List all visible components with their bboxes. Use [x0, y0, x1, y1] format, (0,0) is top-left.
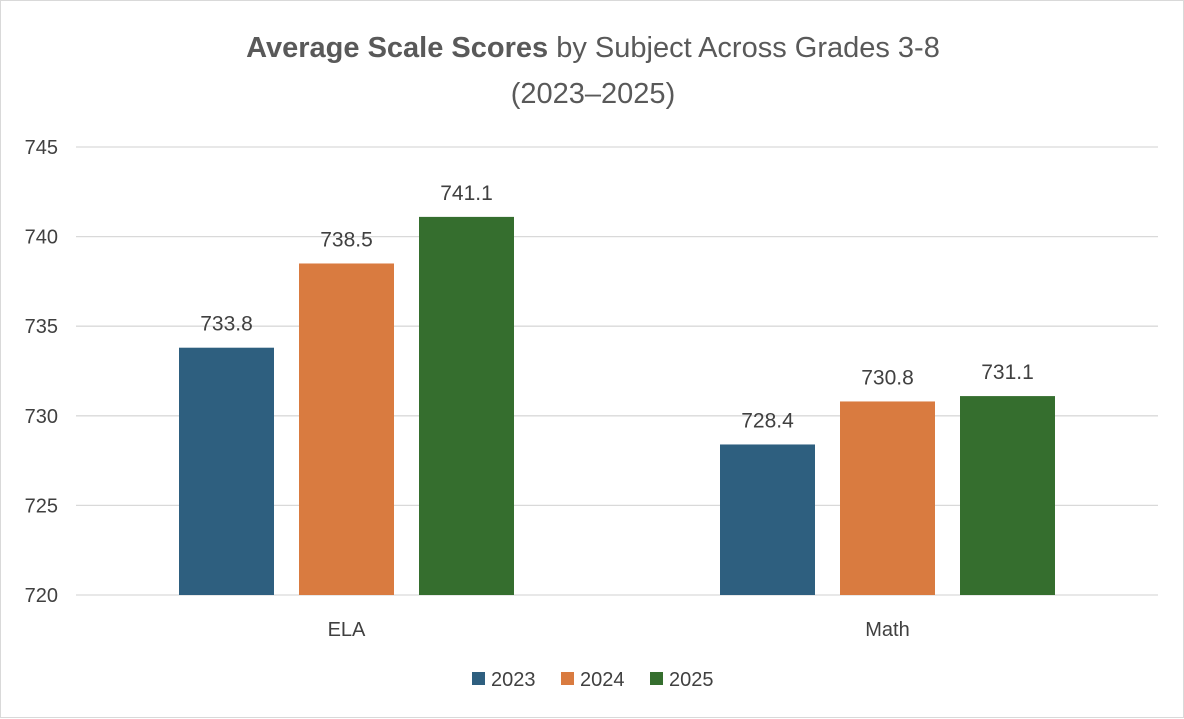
bar-ela-2024 — [299, 263, 394, 595]
data-labels: 733.8 738.5 741.1 728.4 730.8 731.1 — [200, 182, 1034, 433]
legend-item-2023[interactable]: 2023 — [472, 669, 536, 691]
legend-swatch — [472, 672, 485, 685]
data-label-math-2023: 728.4 — [741, 409, 794, 432]
y-tick-label: 720 — [25, 585, 58, 607]
category-label-ela: ELA — [328, 619, 366, 641]
y-tick-label: 735 — [25, 316, 58, 338]
data-label-ela-2024: 738.5 — [320, 228, 373, 251]
data-label-math-2025: 731.1 — [981, 361, 1034, 384]
chart-title: Average Scale Scores by Subject Across G… — [246, 32, 940, 64]
y-tick-label: 730 — [25, 406, 58, 428]
legend-swatch — [561, 672, 574, 685]
legend-label: 2023 — [491, 669, 536, 691]
data-label-math-2024: 730.8 — [861, 366, 914, 389]
legend: 2023 2024 2025 — [472, 669, 714, 691]
chart-title-bold: Average Scale Scores — [246, 32, 548, 64]
legend-item-2024[interactable]: 2024 — [561, 669, 625, 691]
y-tick-label: 725 — [25, 495, 58, 517]
bar-math-2024 — [840, 401, 935, 595]
data-label-ela-2025: 741.1 — [440, 182, 493, 205]
category-label-math: Math — [865, 619, 909, 641]
y-axis-ticks: 720 725 730 735 740 745 — [25, 137, 58, 607]
bar-math-2025 — [960, 396, 1055, 595]
chart-title-rest: by Subject Across Grades 3-8 — [548, 32, 940, 64]
legend-label: 2025 — [669, 669, 714, 691]
bar-ela-2025 — [419, 216, 514, 595]
bar-ela-2023 — [179, 347, 274, 595]
y-tick-label: 740 — [25, 227, 58, 249]
bar-math-2023 — [720, 444, 815, 595]
category-labels: ELA Math — [328, 619, 910, 641]
y-tick-label: 745 — [25, 137, 58, 159]
bars — [179, 216, 1055, 595]
data-label-ela-2023: 733.8 — [200, 313, 253, 336]
legend-label: 2024 — [580, 669, 625, 691]
legend-item-2025[interactable]: 2025 — [650, 669, 714, 691]
chart-title-line2: (2023–2025) — [511, 78, 675, 110]
legend-swatch — [650, 672, 663, 685]
